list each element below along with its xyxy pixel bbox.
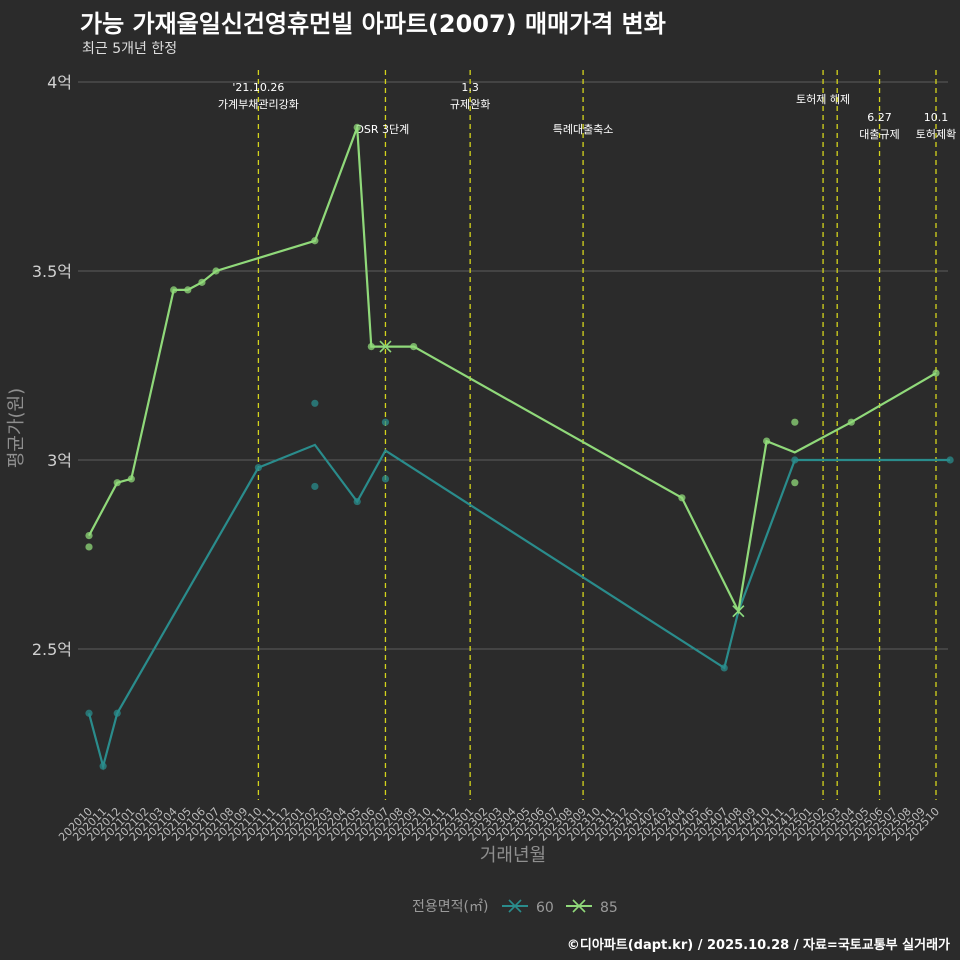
data-point-85	[184, 286, 192, 294]
legend-title: 전용면적(㎡)	[412, 899, 488, 915]
data-point-85	[127, 475, 135, 483]
event-annotation: 토허제 해제	[796, 92, 850, 106]
event-annotation: 대출규제	[859, 128, 899, 141]
data-point-85	[932, 369, 940, 377]
series-line-60	[87, 443, 951, 771]
data-point-85	[791, 479, 799, 487]
data-point-85	[847, 418, 855, 426]
legend: 전용면적(㎡) 60 85	[412, 899, 618, 916]
series-line-85	[88, 127, 937, 615]
event-annotation: 가계부채관리강화	[218, 98, 299, 111]
data-point-60	[85, 709, 93, 717]
legend-label: 60	[536, 900, 554, 916]
event-annotation: 10.1	[924, 111, 949, 124]
y-tick-label: 3억	[47, 451, 72, 470]
data-point-60	[254, 463, 262, 472]
cross-marker-85	[732, 605, 745, 618]
data-point-85	[85, 543, 93, 551]
y-tick-label: 2.5억	[32, 640, 72, 659]
data-point-85	[791, 418, 799, 426]
data-point-60	[381, 475, 390, 483]
series-60	[85, 399, 954, 771]
data-point-60	[99, 762, 107, 770]
event-annotation: 6.27	[867, 111, 892, 124]
event-annotation: 규제완화	[450, 98, 490, 111]
data-point-60	[311, 482, 319, 491]
legend-label: 85	[600, 900, 618, 916]
y-tick-label: 3.5억	[32, 262, 72, 281]
data-point-85	[212, 267, 220, 275]
data-point-60	[381, 418, 390, 426]
series-85	[85, 123, 940, 618]
event-annotation: '21.10.26	[232, 81, 284, 94]
data-point-85	[763, 437, 771, 445]
data-point-85	[410, 343, 418, 351]
data-point-85	[198, 278, 206, 286]
x-axis-title: 거래년월	[480, 845, 546, 866]
data-point-85	[678, 494, 686, 502]
chart-subtitle: 최근 5개년 한정	[82, 41, 178, 57]
data-point-60	[720, 664, 728, 672]
data-point-85	[113, 479, 121, 487]
legend-swatch-cross	[508, 899, 522, 913]
data-point-85	[170, 286, 178, 294]
event-annotation: 특례대출축소	[553, 123, 614, 136]
data-point-60	[353, 497, 361, 506]
data-point-85	[353, 123, 361, 131]
data-point-85	[367, 343, 375, 351]
data-point-60	[113, 709, 121, 717]
legend-swatch-cross	[572, 899, 586, 913]
event-annotation: 1.3	[461, 81, 479, 94]
cross-marker-85	[379, 340, 392, 353]
source-caption: ©디아파트(dapt.kr) / 2025.10.28 / 자료=국토교통부 실…	[566, 938, 950, 953]
event-annotation: DSR 3단계	[355, 123, 409, 136]
event-annotation: 토허제확	[916, 128, 956, 141]
y-tick-label: 4억	[47, 73, 72, 92]
data-point-60	[791, 456, 799, 464]
y-axis-title: 평균가(원)	[6, 388, 27, 468]
data-point-60	[946, 456, 954, 464]
data-point-85	[85, 532, 93, 540]
data-point-85	[311, 237, 319, 245]
chart-title: 가능 가재울일신건영휴먼빌 아파트(2007) 매매가격 변화	[80, 10, 666, 38]
data-point-60	[311, 399, 319, 407]
